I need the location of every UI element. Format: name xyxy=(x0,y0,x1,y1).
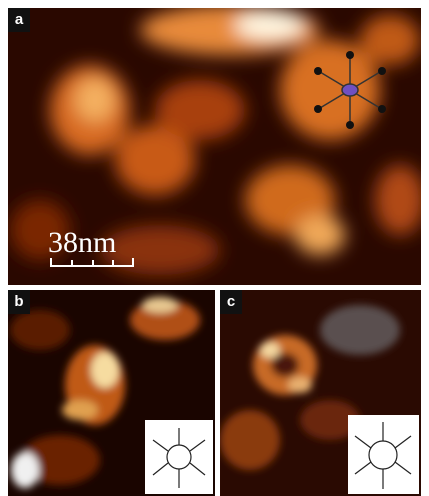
panel-c-image xyxy=(220,290,421,496)
panel-label: c xyxy=(227,293,235,310)
panel-b-image xyxy=(8,290,215,496)
panel-label: b xyxy=(14,293,23,310)
panel-label: a xyxy=(15,11,24,28)
scale-bar-label: 38nm xyxy=(48,226,116,259)
panel-a-image: 38nm xyxy=(8,5,425,285)
figure: 38nm a b xyxy=(0,0,429,496)
